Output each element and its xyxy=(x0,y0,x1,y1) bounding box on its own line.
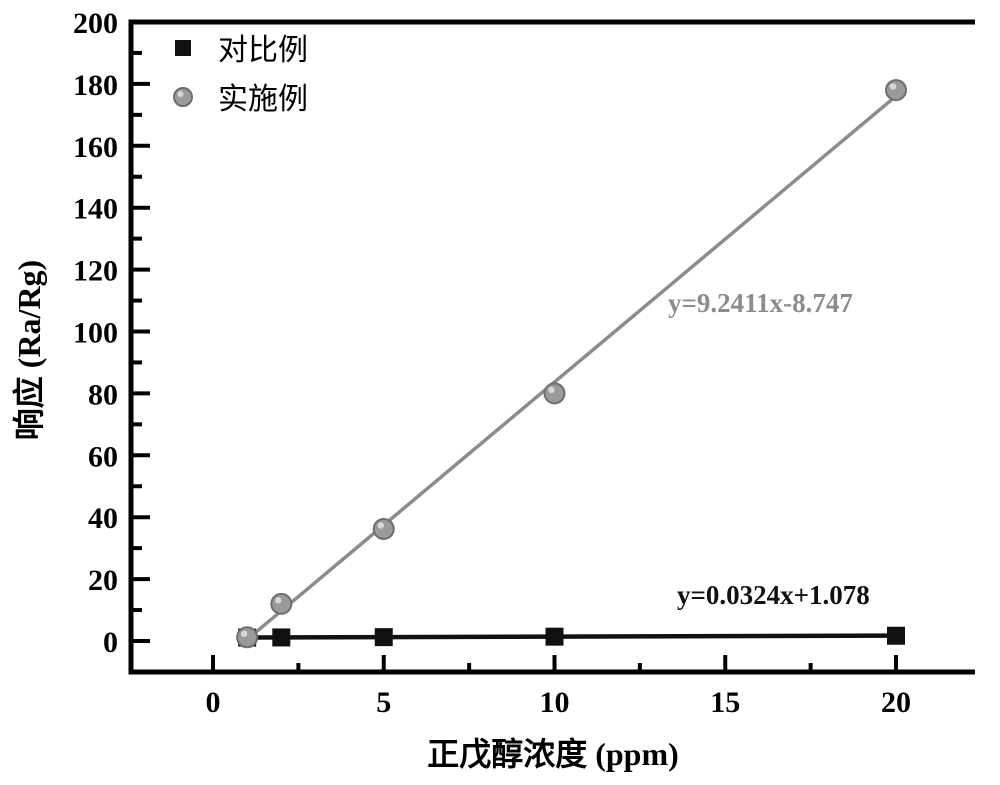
equation-label-2: y=0.0324x+1.078 xyxy=(677,580,870,610)
data-point xyxy=(237,627,257,647)
y-tick-label: 60 xyxy=(88,440,118,473)
y-tick-label: 80 xyxy=(88,378,118,411)
equation-label-1: y=9.2411x-8.747 xyxy=(668,288,853,318)
y-tick-label: 200 xyxy=(73,7,118,40)
y-tick-label: 40 xyxy=(88,502,118,535)
chart-figure: 0 5 10 15 20 0 20 40 60 80 100 120 140 160 180 200 y=9… xyxy=(0,0,1000,785)
data-point xyxy=(887,627,905,645)
x-tick-label: 20 xyxy=(881,686,911,719)
marker-highlight xyxy=(548,387,554,393)
y-tick-label: 100 xyxy=(73,317,118,350)
data-point xyxy=(374,519,394,539)
marker-highlight xyxy=(241,631,247,637)
x-tick-label: 0 xyxy=(206,686,221,719)
x-tick-label: 15 xyxy=(710,686,740,719)
trend-line-1 xyxy=(247,636,896,638)
marker-highlight xyxy=(275,597,281,603)
data-point xyxy=(545,383,565,403)
legend-marker-highlight xyxy=(178,91,184,97)
data-point xyxy=(271,594,291,614)
legend-label-1: 对比例 xyxy=(218,34,308,67)
y-tick-label: 20 xyxy=(88,564,118,597)
legend-label-2: 实施例 xyxy=(218,83,308,116)
y-tick-label: 180 xyxy=(73,69,118,102)
legend-marker-circle xyxy=(174,88,192,106)
x-tick-label: 5 xyxy=(376,686,391,719)
y-tick-label: 140 xyxy=(73,193,118,226)
scatter-plot-canvas: 0 5 10 15 20 0 20 40 60 80 100 120 140 160 180 200 y=9… xyxy=(0,0,1000,785)
data-point xyxy=(546,628,564,646)
marker-highlight xyxy=(378,522,384,528)
x-tick-label: 10 xyxy=(540,686,570,719)
data-point xyxy=(272,628,290,646)
legend-marker-square xyxy=(175,40,191,56)
marker-highlight xyxy=(890,83,896,89)
y-tick-label: 0 xyxy=(103,626,118,659)
y-tick-label: 160 xyxy=(73,131,118,164)
data-point xyxy=(886,80,906,100)
y-axis-title: 响应 (Ra/Rg) xyxy=(11,260,47,440)
y-tick-label: 120 xyxy=(73,255,118,288)
x-axis-title: 正戊醇浓度 (ppm) xyxy=(427,736,679,772)
data-point xyxy=(375,628,393,646)
